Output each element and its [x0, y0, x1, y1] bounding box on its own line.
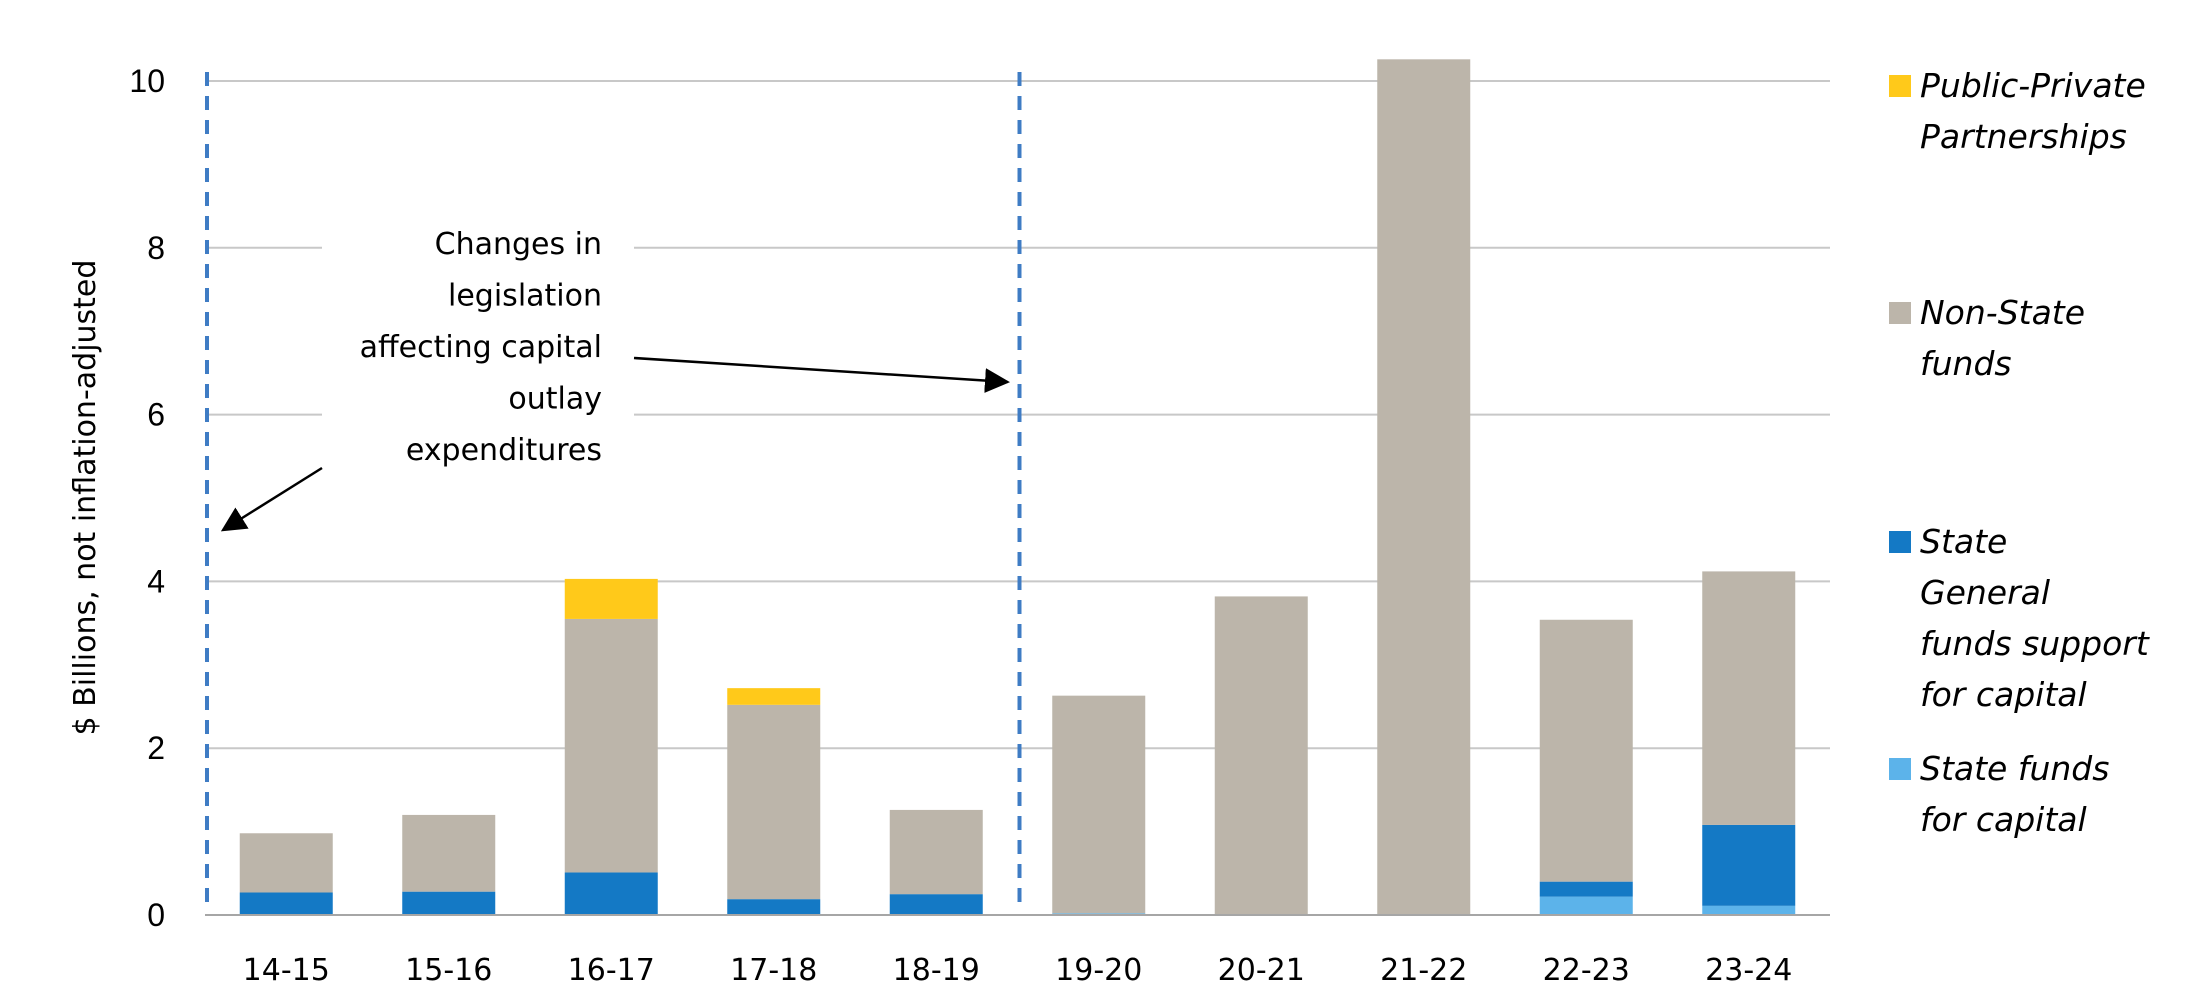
bar-17-18-series-1: [727, 899, 821, 915]
bar-17-18-series-3: [727, 688, 821, 705]
legend-label-0-line-0: Public-Private: [1920, 66, 2146, 105]
annotation-background: [322, 225, 634, 485]
x-tick-label-17-18: 17-18: [730, 953, 817, 988]
y-tick-label-0: 0: [147, 897, 165, 933]
legend-swatch-2: [1889, 531, 1911, 553]
legend-label-1-line-0: Non-State: [1920, 293, 2085, 332]
bar-22-23-series-1: [1539, 881, 1633, 897]
bar-15-16-series-1: [402, 891, 496, 915]
annotation-line-3: outlay: [508, 382, 602, 417]
legend-label-2-line-3: for capital: [1920, 675, 2087, 714]
y-tick-label-10: 10: [129, 63, 165, 99]
y-tick-label-8: 8: [147, 230, 165, 266]
x-tick-label-21-22: 21-22: [1380, 953, 1467, 988]
x-tick-label-20-21: 20-21: [1218, 953, 1305, 988]
bar-16-17-series-1: [564, 872, 658, 915]
legend-label-3-line-0: State funds: [1920, 749, 2109, 788]
x-tick-label-23-24: 23-24: [1705, 953, 1792, 988]
bar-14-15-series-2: [239, 833, 333, 893]
bar-16-17-series-2: [564, 618, 658, 873]
legend-swatch-0: [1889, 75, 1911, 97]
bar-16-17-series-3: [564, 578, 658, 619]
x-tick-labels: 14-15 15-16 16-17 17-18 18-19 19-20 20-21 21-22…: [243, 953, 1793, 988]
annotation-arrow-left: [220, 466, 323, 532]
annotation-arrow-right: [633, 356, 1010, 394]
bar-19-20-series-2: [1052, 695, 1146, 914]
annotation-line-1: legislation: [448, 279, 602, 314]
y-axis-label: $ Billions, not inflation-adjusted: [68, 260, 103, 736]
y-tick-label-4: 4: [147, 563, 165, 599]
annotation-line-4: expenditures: [406, 433, 602, 468]
legend-label-0-line-1: Partnerships: [1920, 117, 2127, 156]
bar-23-24-series-1: [1702, 824, 1796, 906]
y-tick-label-6: 6: [147, 397, 165, 433]
bar-23-24-series-0: [1702, 905, 1796, 915]
x-tick-label-16-17: 16-17: [568, 953, 655, 988]
legend-swatch-3: [1889, 758, 1911, 780]
legend-swatch-1: [1889, 302, 1911, 324]
annotation-line-0: Changes in: [435, 227, 602, 262]
legend-label-1-line-1: funds: [1920, 344, 2012, 383]
bar-17-18-series-2: [727, 704, 821, 900]
annotation: Changes in legislation affecting capital ou…: [205, 72, 1022, 905]
legend-label-2-line-1: General: [1920, 573, 2050, 612]
bar-21-22-series-2: [1377, 59, 1471, 916]
bar-14-15-series-1: [239, 892, 333, 915]
bar-18-19-series-1: [889, 894, 983, 915]
x-tick-label-19-20: 19-20: [1055, 953, 1142, 988]
legend-label-3-line-1: for capital: [1920, 800, 2087, 839]
bar-15-16-series-2: [402, 814, 496, 892]
bar-22-23-series-0: [1539, 896, 1633, 915]
bar-23-24-series-2: [1702, 571, 1796, 825]
x-tick-label-22-23: 22-23: [1543, 953, 1630, 988]
bar-18-19-series-2: [889, 809, 983, 895]
x-tick-label-18-19: 18-19: [893, 953, 980, 988]
annotation-line-2: affecting capital: [360, 330, 602, 365]
legend-label-2-line-2: funds support: [1920, 624, 2150, 663]
legend: Public-Private Partnerships Non-State funds…: [1889, 66, 2150, 839]
y-tick-label-2: 2: [147, 730, 165, 766]
x-tick-label-15-16: 15-16: [405, 953, 492, 988]
bar-22-23-series-2: [1539, 619, 1633, 882]
bar-20-21-series-2: [1214, 596, 1308, 915]
y-tick-labels: 0 2 4 6 8 10: [129, 63, 165, 933]
x-tick-label-14-15: 14-15: [243, 953, 330, 988]
legend-label-2-line-0: State: [1920, 522, 2007, 561]
bars: [239, 59, 1796, 916]
